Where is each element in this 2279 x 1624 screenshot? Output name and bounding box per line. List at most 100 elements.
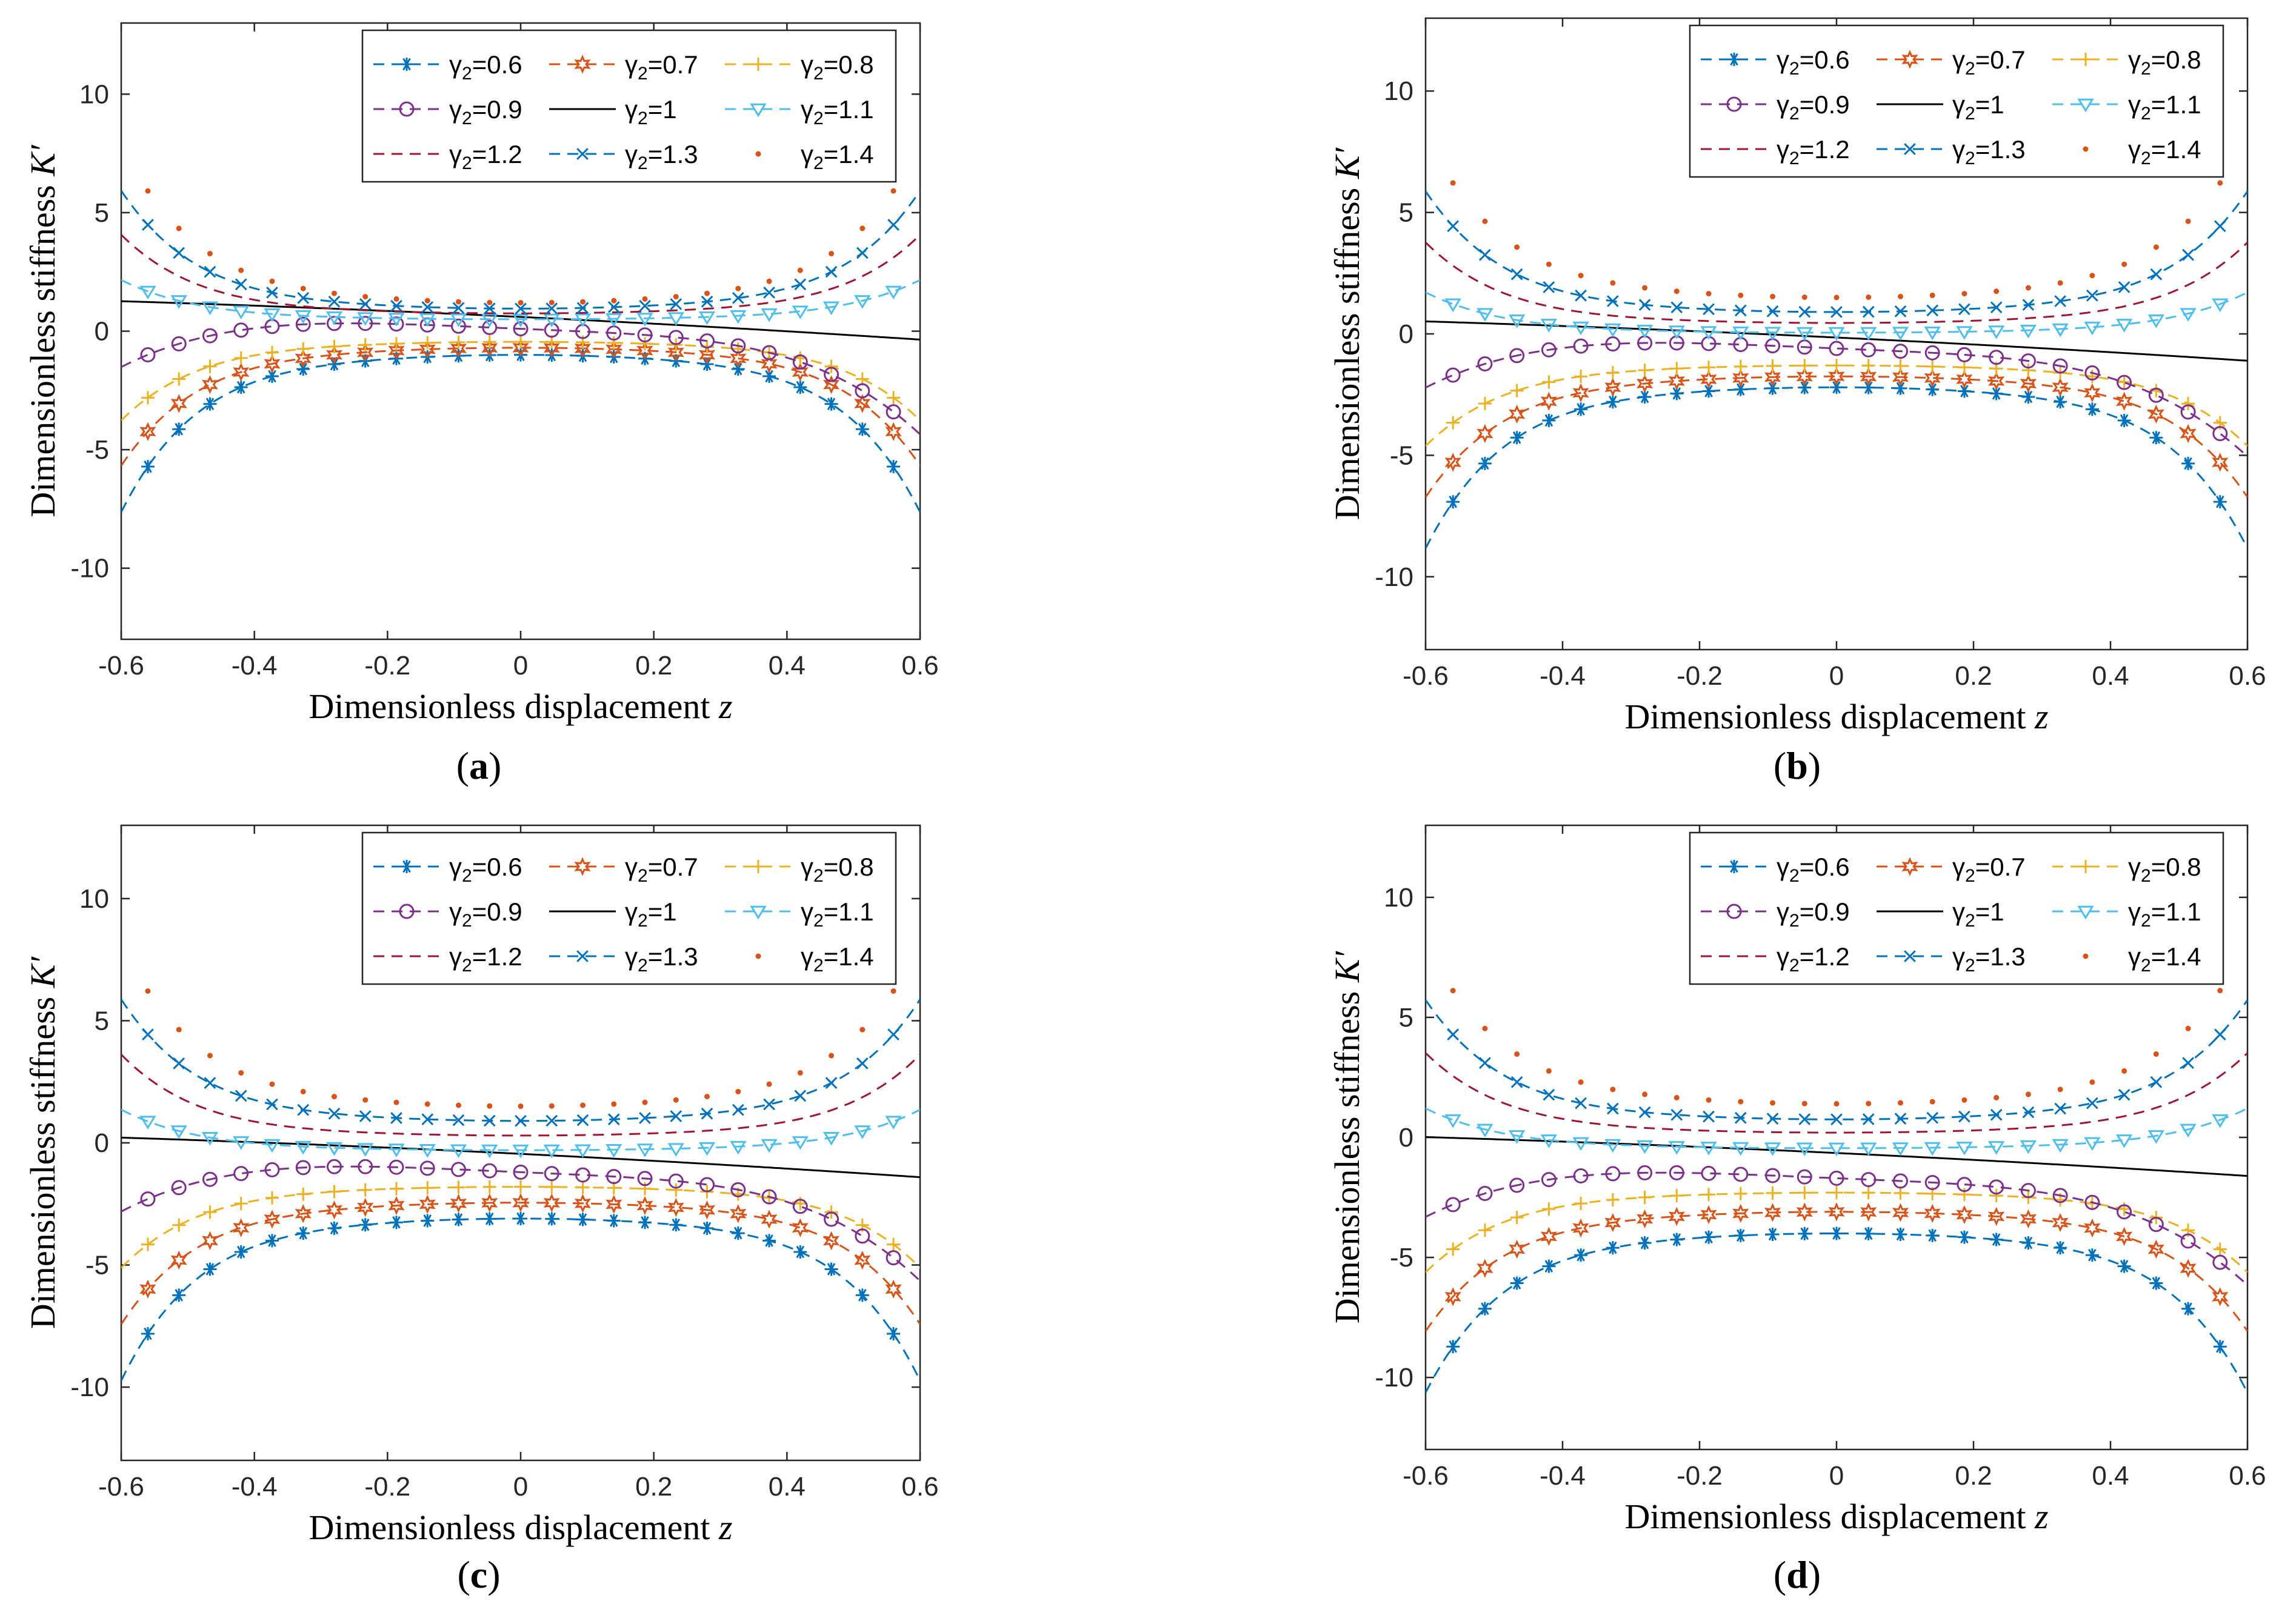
legend-label: γ2=1.4 <box>2128 942 2201 976</box>
marker-hexagram <box>325 1200 343 1220</box>
marker-circle <box>1733 1166 1749 1182</box>
marker-circle <box>2212 1254 2228 1270</box>
marker-x <box>794 278 807 291</box>
marker-x <box>1703 303 1715 316</box>
marker-triangle <box>1540 319 1558 333</box>
marker-hexagram <box>636 341 653 361</box>
legend: γ2=0.6 γ2=0.7 γ2=0.8 γ2=0.9 γ2=1 γ2=1.1 γ2=1.2… <box>1689 24 2224 178</box>
marker-x <box>670 298 682 310</box>
series-line <box>1426 241 2247 324</box>
marker-asterisk <box>2054 1241 2067 1255</box>
marker-triangle <box>543 1144 560 1159</box>
marker-plus <box>1574 370 1588 384</box>
marker-asterisk <box>2149 431 2163 445</box>
marker-triangle <box>2084 321 2101 336</box>
y-tick-label: -5 <box>85 1251 109 1280</box>
marker-circle <box>295 316 311 332</box>
series-gamma-0_9 <box>121 1159 920 1282</box>
series-gamma-1_2 <box>121 234 920 314</box>
marker-hexagram <box>1828 367 1845 386</box>
chart-panel-4: -0.6 -0.4 -0.2 0 0.2 0.4 0.6 -10 -5 0 5 10 Dimension… <box>1327 824 2266 1596</box>
marker-circle <box>326 1159 342 1174</box>
x-tick-label: -0.2 <box>364 1472 410 1502</box>
marker-plus <box>1510 1211 1524 1225</box>
marker-x <box>1958 1110 1970 1123</box>
marker-triangle <box>854 295 871 309</box>
y-axis-label: Dimensionless stiffness K′ <box>1327 951 1367 1323</box>
marker-dot <box>207 1053 213 1059</box>
marker-circle <box>668 1173 684 1189</box>
x-axis-label: Dimensionless displacement z <box>1624 697 2048 736</box>
marker-x <box>1510 1076 1523 1088</box>
marker-asterisk <box>2054 395 2067 409</box>
marker-plus <box>327 1185 341 1199</box>
marker-hexagram <box>667 342 684 362</box>
legend-entry: γ2=0.6 <box>373 853 522 886</box>
x-tick-label: 0.2 <box>1955 1461 1992 1491</box>
marker-circle <box>2148 1217 2164 1233</box>
series-group <box>1426 180 2247 549</box>
marker-dot <box>518 300 524 306</box>
series-gamma-0_9 <box>1426 335 2247 458</box>
x-tick-label: -0.4 <box>232 1472 278 1502</box>
marker-circle <box>761 1189 777 1205</box>
marker-dot <box>2025 1091 2031 1097</box>
marker-hexagram <box>170 1250 187 1270</box>
legend-label: γ2=1 <box>1952 897 2004 931</box>
marker-dot <box>269 278 275 284</box>
marker-x <box>607 301 620 313</box>
marker-circle <box>575 1167 591 1183</box>
series-gamma-0_7 <box>1426 1202 2247 1332</box>
marker-plus <box>1670 362 1684 376</box>
marker-dot <box>207 251 213 257</box>
marker-dot <box>673 1097 679 1103</box>
marker-x <box>297 1103 310 1116</box>
marker-x <box>856 247 869 259</box>
x-tick-label: -0.2 <box>364 651 410 681</box>
marker-triangle <box>1796 327 1813 341</box>
legend-box <box>1689 831 2224 985</box>
marker-plus <box>638 337 652 351</box>
marker-hexagram <box>2180 424 2197 444</box>
series-gamma-0_7 <box>1426 367 2247 498</box>
marker-hexagram <box>1604 1213 1621 1233</box>
marker-x <box>1862 1113 1875 1125</box>
marker-triangle <box>388 313 405 327</box>
marker-triangle <box>170 1125 187 1139</box>
y-tick-label: -5 <box>85 435 109 465</box>
marker-dot <box>797 267 803 273</box>
marker-dot <box>1770 1100 1776 1106</box>
marker-triangle <box>325 311 343 325</box>
marker-hexagram <box>1924 368 1941 388</box>
marker-plus <box>607 336 621 350</box>
marker-circle <box>2020 353 2036 369</box>
legend-entry: γ2=1.4 <box>755 942 874 976</box>
legend-label: γ2=1.2 <box>449 140 522 173</box>
marker-dot <box>755 151 761 157</box>
marker-x <box>266 1098 278 1111</box>
marker-circle <box>140 1191 156 1207</box>
marker-dot <box>145 188 151 194</box>
legend-entry: γ2=0.7 <box>549 50 698 84</box>
marker-x <box>576 950 589 962</box>
marker-circle <box>1541 342 1557 358</box>
marker-triangle <box>1700 326 1717 340</box>
marker-circle <box>1726 904 1742 919</box>
marker-triangle <box>1828 1142 1845 1157</box>
marker-circle <box>544 322 559 338</box>
marker-dot <box>300 285 306 291</box>
series-line <box>121 1202 920 1325</box>
marker-triangle <box>1828 327 1845 341</box>
marker-triangle <box>1956 326 1973 340</box>
y-tick-label: 5 <box>95 1006 109 1036</box>
marker-circle <box>1892 1173 1908 1189</box>
marker-x <box>794 1090 807 1102</box>
marker-circle <box>358 316 373 331</box>
marker-triangle <box>606 1144 622 1158</box>
series-line <box>121 1136 920 1179</box>
marker-hexagram <box>823 375 840 394</box>
marker-x <box>1607 295 1619 307</box>
marker-asterisk <box>1926 1228 1940 1242</box>
marker-hexagram <box>1700 370 1717 389</box>
legend-label: γ2=0.7 <box>625 50 698 84</box>
